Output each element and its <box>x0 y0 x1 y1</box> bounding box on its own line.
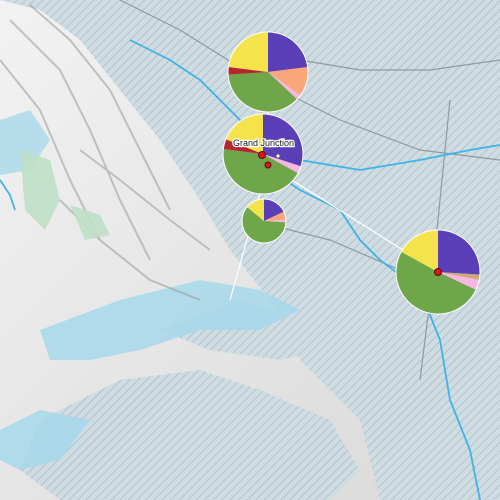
lake-area-south <box>0 410 90 470</box>
site-marker-east <box>434 268 442 276</box>
pie-north-slice-green <box>228 72 298 112</box>
site-marker-small <box>275 153 281 159</box>
city-marker <box>258 151 266 159</box>
pie-south[interactable] <box>241 198 287 244</box>
pie-grand-junction[interactable] <box>222 113 304 195</box>
pie-south-slice-orange <box>264 211 286 221</box>
pie-south-slice-purple <box>264 199 284 221</box>
pie-north-slice-red <box>228 66 268 75</box>
pie-grand-junction-slice-green <box>223 148 299 194</box>
pie-south-slice-pink <box>264 219 287 223</box>
pie-east-outline <box>395 229 481 315</box>
pie-east[interactable] <box>395 229 481 315</box>
hatched-land-southwest <box>20 370 360 500</box>
pie-east-slice-tan <box>438 272 480 280</box>
pie-grand-junction-slice-purple <box>263 114 303 167</box>
pie-east-slice-green <box>395 251 476 315</box>
pie-north-slice-yellow <box>228 32 268 72</box>
forest-patch-2 <box>70 205 110 240</box>
pie-east-slice-purple <box>438 230 481 275</box>
pie-grand-junction-slice-red <box>223 139 263 154</box>
site-marker <box>264 161 272 169</box>
pie-south-slice-green <box>242 206 286 244</box>
forest-patch <box>20 150 60 230</box>
pie-east-slice-pink <box>438 272 480 290</box>
pie-north[interactable] <box>227 31 309 113</box>
pie-north-slice-orange <box>268 66 308 96</box>
pie-south-slice-yellow <box>247 199 264 221</box>
lake-area <box>40 280 300 360</box>
pie-north-outline <box>227 31 309 113</box>
pie-north-slice-purple <box>268 32 308 72</box>
pie-north-slice-pink <box>268 72 301 100</box>
pie-grand-junction-slice-pink <box>263 154 302 174</box>
place-label-grand-junction: Grand Junction <box>233 138 294 148</box>
pie-grand-junction-slice-yellow <box>225 114 263 154</box>
pie-south-outline <box>241 198 287 244</box>
pie-grand-junction-outline <box>222 113 304 195</box>
